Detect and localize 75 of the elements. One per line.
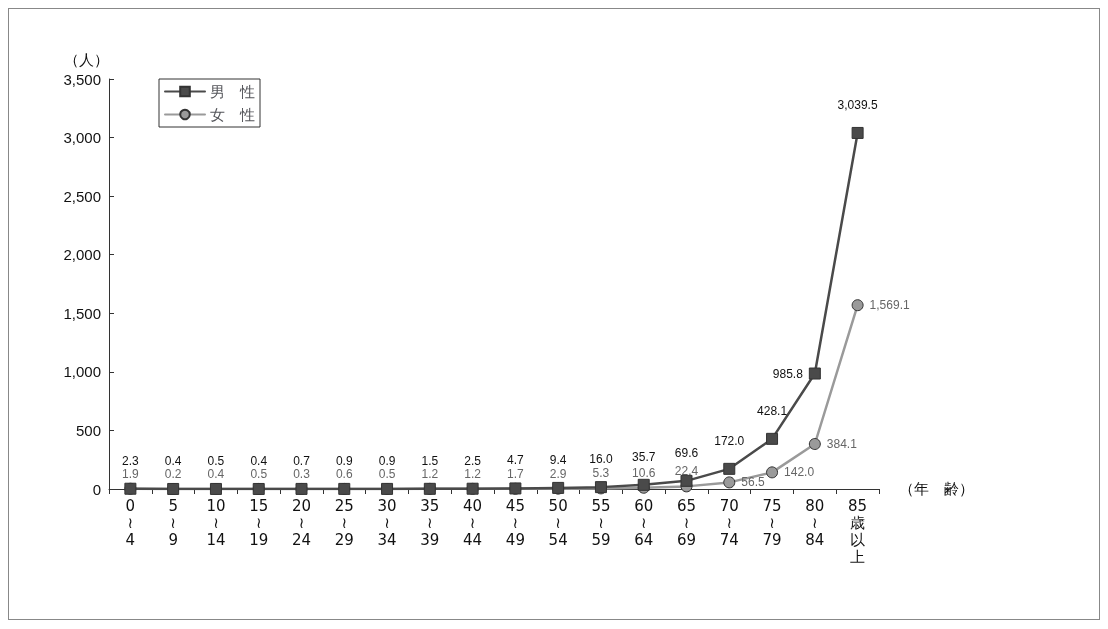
point bbox=[723, 462, 736, 475]
data-label: 5.3 bbox=[592, 466, 610, 481]
point bbox=[808, 367, 821, 380]
data-label: 0.5 bbox=[207, 453, 225, 468]
data-label: 0.3 bbox=[293, 466, 311, 481]
x-tick-label: 55 ≀ 59 bbox=[591, 496, 611, 549]
x-tick-label: 60 ≀ 64 bbox=[634, 496, 654, 549]
data-label: 22.4 bbox=[674, 464, 699, 479]
data-label: 384.1 bbox=[826, 437, 858, 452]
legend-label: 女 性 bbox=[210, 105, 255, 124]
data-label: 2.5 bbox=[464, 453, 482, 468]
legend-label: 男 性 bbox=[210, 82, 255, 101]
data-label: 1.5 bbox=[421, 453, 439, 468]
x-axis-title: （年 齢） bbox=[899, 479, 974, 498]
data-label: 1,569.1 bbox=[869, 298, 910, 313]
data-label: 69.6 bbox=[674, 445, 699, 460]
point bbox=[808, 438, 821, 450]
x-tick-label: 70 ≀ 74 bbox=[719, 496, 739, 549]
data-label: 10.6 bbox=[632, 465, 656, 480]
y-tick-label: 2,000 bbox=[63, 246, 101, 264]
x-tick-label: 35 ≀ 39 bbox=[420, 496, 440, 549]
data-label: 428.1 bbox=[757, 403, 788, 418]
x-tick-label: 75 ≀ 79 bbox=[762, 496, 782, 549]
data-label: 56.5 bbox=[741, 475, 765, 490]
x-tick-label: 25 ≀ 29 bbox=[334, 496, 354, 549]
x-tick-label: 10 ≀ 14 bbox=[206, 496, 226, 549]
point bbox=[766, 466, 779, 479]
point bbox=[680, 474, 693, 487]
x-tick-label: 15 ≀ 19 bbox=[249, 496, 269, 549]
data-label: 2.3 bbox=[122, 453, 140, 468]
y-tick-label: 1,500 bbox=[63, 304, 101, 322]
data-label: 0.7 bbox=[293, 453, 311, 468]
point bbox=[766, 432, 779, 445]
x-tick-label: 85 歳以上 bbox=[848, 496, 868, 566]
data-label: 0.4 bbox=[164, 453, 182, 468]
point bbox=[851, 299, 864, 312]
y-tick-label: 2,500 bbox=[63, 187, 101, 205]
x-tick-label: 40 ≀ 44 bbox=[463, 496, 483, 549]
data-label: 0.4 bbox=[250, 453, 268, 468]
data-label: 4.7 bbox=[507, 453, 525, 468]
x-tick-label: 45 ≀ 49 bbox=[505, 496, 525, 549]
data-label: 0.9 bbox=[335, 453, 353, 468]
y-tick-label: 500 bbox=[75, 421, 101, 439]
data-label: 172.0 bbox=[714, 433, 745, 448]
data-label: 0.5 bbox=[378, 466, 396, 481]
x-tick-label: 65 ≀ 69 bbox=[676, 496, 697, 549]
data-label: 0.9 bbox=[378, 453, 396, 468]
x-tick-label: 20 ≀ 24 bbox=[291, 496, 312, 549]
y-tick-label: 3,500 bbox=[63, 70, 101, 88]
y-tick-label: 1,000 bbox=[63, 363, 101, 381]
data-label: 35.7 bbox=[632, 449, 656, 464]
data-label: 0.6 bbox=[335, 466, 353, 481]
data-label: 0.2 bbox=[164, 466, 182, 481]
x-tick-label: 50 ≀ 54 bbox=[548, 496, 568, 549]
point bbox=[851, 126, 864, 139]
data-label: 1.2 bbox=[421, 466, 439, 481]
x-tick-label: 80 ≀ 84 bbox=[805, 496, 825, 549]
data-label: 142.0 bbox=[784, 465, 815, 480]
data-label: 0.5 bbox=[250, 466, 268, 481]
data-label: 1.9 bbox=[122, 466, 140, 481]
y-axis-title: （人） bbox=[64, 50, 109, 69]
x-tick-label: 30 ≀ 34 bbox=[377, 496, 397, 549]
x-tick-label: 0 ≀ 4 bbox=[125, 496, 136, 549]
data-label: 0.4 bbox=[207, 466, 225, 481]
y-tick-label: 3,000 bbox=[63, 129, 101, 147]
data-label: 2.9 bbox=[549, 466, 567, 481]
data-label: 985.8 bbox=[772, 366, 804, 381]
data-label: 16.0 bbox=[589, 452, 613, 467]
data-label: 1.2 bbox=[464, 466, 482, 481]
y-tick-label: 0 bbox=[92, 480, 101, 498]
data-label: 9.4 bbox=[549, 452, 567, 467]
x-tick-label: 5 ≀ 9 bbox=[168, 496, 178, 549]
data-label: 1.7 bbox=[507, 466, 525, 481]
data-label: 3,039.5 bbox=[837, 97, 878, 112]
point bbox=[723, 476, 736, 489]
